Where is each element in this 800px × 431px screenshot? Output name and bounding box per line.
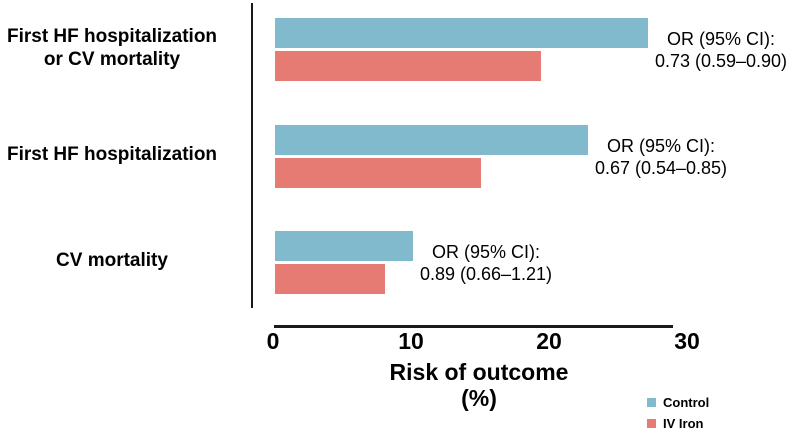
or-ci-annotation-line: OR (95% CI): [431,242,541,262]
x-axis-line [274,325,673,328]
or-ci-annotation: OR (95% CI): 0.73 (0.59–0.90) [641,28,800,72]
x-tick-label: 30 [674,328,700,354]
or-ci-annotation-line: 0.67 (0.54–0.85) [594,158,728,178]
category-label: First HF hospitalization [0,143,224,166]
iv-iron-bar [275,51,541,81]
or-ci-annotation: OR (95% CI): 0.67 (0.54–0.85) [581,135,741,179]
category-label: First HF hospitalization or CV mortality [0,25,224,71]
category-axis-line [251,3,253,308]
legend-swatch [647,419,656,428]
control-bar [275,125,588,155]
control-bar [275,18,648,48]
legend-item: Control [647,392,709,413]
category-label-line: First HF hospitalization [6,25,218,47]
legend-swatch [647,398,656,407]
category-label-line: or CV mortality [43,48,181,70]
x-tick-label: 0 [266,328,280,354]
legend-label: Control [663,395,710,410]
or-ci-annotation-line: 0.89 (0.66–1.21) [419,264,553,284]
or-ci-annotation-line: 0.73 (0.59–0.90) [654,51,788,71]
x-tick-label: 10 [398,328,424,354]
x-axis-title: Risk of outcome (%) [389,359,569,411]
iv-iron-bar [275,264,385,294]
control-bar [275,231,413,261]
category-label-line: CV mortality [56,250,168,271]
legend-item: IV Iron [647,413,709,431]
iv-iron-bar [275,158,481,188]
legend-label: IV Iron [663,416,704,431]
x-tick-label: 20 [536,328,562,354]
category-label-line: First HF hospitalization [6,144,218,165]
or-ci-annotation-line: OR (95% CI): [666,29,776,49]
or-ci-annotation-line: OR (95% CI): [606,136,716,156]
legend: Control IV Iron [647,392,709,431]
or-ci-annotation: OR (95% CI): 0.89 (0.66–1.21) [406,241,566,285]
category-label: CV mortality [0,249,224,272]
